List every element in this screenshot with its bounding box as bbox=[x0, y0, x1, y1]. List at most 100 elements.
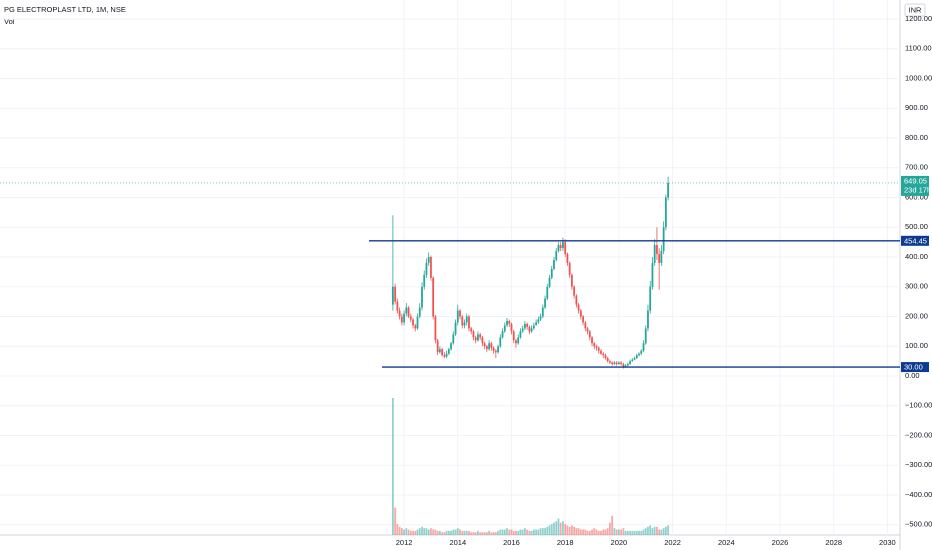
candle-body bbox=[548, 277, 551, 287]
volume-bar bbox=[403, 529, 405, 535]
volume-bar bbox=[391, 398, 394, 535]
volume-bar bbox=[613, 528, 616, 535]
volume-bar bbox=[447, 530, 450, 535]
volume-bar bbox=[588, 530, 591, 535]
candle-body bbox=[546, 286, 549, 299]
volume-bar bbox=[508, 529, 511, 535]
candle-body bbox=[503, 325, 506, 332]
volume-bar bbox=[570, 525, 573, 535]
x-tick-label: 2028 bbox=[825, 538, 842, 547]
volume-bar bbox=[562, 521, 564, 535]
volume-bar bbox=[553, 522, 555, 535]
volume-bar bbox=[660, 529, 663, 535]
candle-body bbox=[474, 337, 477, 341]
volume-bar bbox=[492, 532, 495, 535]
candle-body bbox=[483, 343, 486, 347]
candle-body bbox=[519, 331, 522, 338]
candle-body bbox=[584, 322, 587, 329]
volume-bar bbox=[617, 529, 620, 535]
volume-bar bbox=[667, 525, 669, 535]
volume-bar bbox=[633, 530, 636, 535]
candle-body bbox=[609, 361, 611, 363]
candle-body bbox=[396, 301, 399, 311]
y-tick-label: 0.00 bbox=[905, 371, 920, 380]
candle-body bbox=[423, 274, 426, 287]
candle-body bbox=[436, 340, 439, 353]
candle-body bbox=[465, 316, 468, 323]
volume-bar bbox=[463, 530, 466, 535]
candle-body bbox=[647, 310, 649, 329]
volume-bar bbox=[638, 530, 640, 535]
volume-bar bbox=[427, 529, 430, 535]
volume-bar bbox=[409, 530, 412, 535]
candle-body bbox=[418, 307, 421, 317]
volume-bar bbox=[555, 521, 558, 535]
candle-body bbox=[564, 242, 567, 255]
volume-bar bbox=[591, 529, 593, 535]
volume-bar bbox=[477, 530, 479, 535]
candle-body bbox=[582, 316, 584, 323]
x-tick-label: 2024 bbox=[718, 538, 735, 547]
candle-body bbox=[468, 316, 470, 329]
volume-bar bbox=[443, 532, 446, 535]
candle-body bbox=[555, 251, 558, 260]
y-tick-label: 1100.00 bbox=[905, 44, 932, 53]
volume-bar bbox=[609, 522, 611, 535]
candle-body bbox=[497, 346, 499, 353]
candle-body bbox=[541, 307, 544, 317]
candle-body bbox=[391, 286, 394, 305]
y-tick-label: 900.00 bbox=[905, 103, 928, 112]
volume-bar bbox=[485, 532, 488, 535]
volume-bar bbox=[579, 529, 582, 535]
volume-bar bbox=[416, 529, 419, 535]
volume-bar bbox=[631, 530, 634, 535]
candle-body bbox=[461, 316, 464, 326]
candle-body bbox=[642, 343, 645, 351]
candle-body bbox=[651, 262, 654, 287]
volume-bar bbox=[606, 528, 609, 535]
candle-body bbox=[577, 304, 580, 311]
volume-bar bbox=[615, 529, 618, 535]
y-tick-label: 800.00 bbox=[905, 133, 928, 142]
candle-body bbox=[515, 340, 517, 344]
volume-bar bbox=[664, 526, 667, 535]
candle-body bbox=[521, 328, 524, 332]
x-tick-label: 2020 bbox=[611, 538, 628, 547]
x-tick-label: 2026 bbox=[772, 538, 789, 547]
candle-body bbox=[492, 347, 495, 351]
volume-bar bbox=[521, 529, 524, 535]
candle-body bbox=[470, 328, 473, 332]
volume-bar bbox=[438, 530, 441, 535]
candle-body bbox=[620, 362, 623, 365]
volume-bar bbox=[434, 529, 437, 535]
candle-body bbox=[508, 320, 511, 324]
candle-body bbox=[597, 347, 600, 351]
volume-bar bbox=[459, 529, 461, 535]
candle-body bbox=[537, 319, 540, 323]
volume-bar bbox=[483, 532, 486, 535]
volume-bar bbox=[550, 524, 553, 535]
candle-body bbox=[644, 328, 647, 344]
candle-body bbox=[490, 343, 493, 348]
candle-body bbox=[488, 343, 491, 350]
volume-bar bbox=[488, 530, 491, 535]
volume-bar bbox=[584, 529, 587, 535]
candle-body bbox=[512, 331, 515, 341]
volume-bar bbox=[539, 528, 542, 535]
currency-box[interactable] bbox=[904, 3, 926, 17]
candle-body bbox=[660, 251, 663, 263]
volume-bar bbox=[544, 528, 546, 535]
volume-bar bbox=[474, 532, 477, 535]
candle-body bbox=[539, 316, 542, 320]
volume-bar bbox=[481, 532, 484, 535]
volume-bar bbox=[394, 507, 397, 535]
candle-body bbox=[452, 334, 455, 344]
volume-bar bbox=[512, 530, 515, 535]
volume-bar bbox=[640, 530, 643, 535]
candle-body bbox=[425, 262, 428, 275]
candle-body bbox=[416, 316, 419, 329]
volume-bar bbox=[472, 532, 475, 535]
candle-body bbox=[604, 355, 607, 359]
candle-body bbox=[566, 254, 569, 263]
volume-bar bbox=[602, 529, 605, 535]
